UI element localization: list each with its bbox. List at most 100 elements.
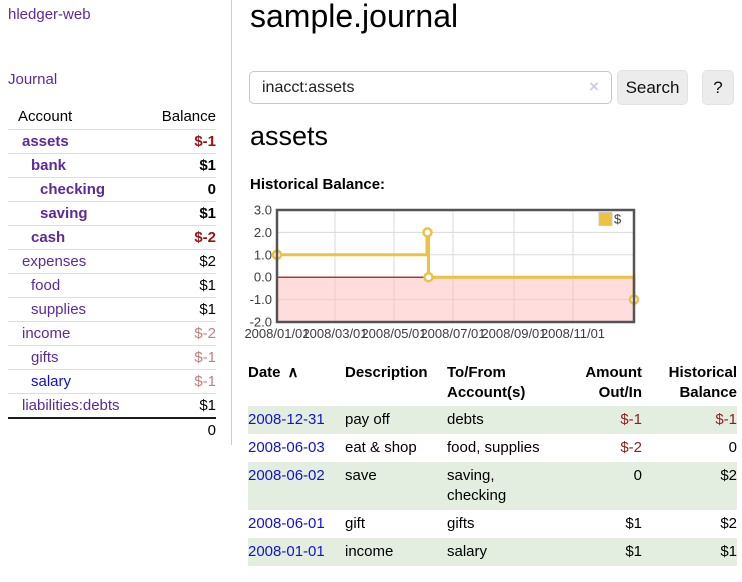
account-link-salary[interactable]: salary: [8, 369, 136, 394]
account-link-expenses[interactable]: expenses: [8, 249, 136, 274]
account-row-supplies: supplies $1: [8, 297, 216, 322]
account-balance: $-2: [136, 321, 216, 346]
account-page-title: assets: [250, 121, 329, 151]
account-link-checking[interactable]: checking: [8, 177, 136, 202]
search-input[interactable]: [249, 71, 612, 104]
svg-text:2008/03/01: 2008/03/01: [302, 326, 367, 341]
account-balance: $1: [136, 393, 216, 418]
accounts-total-row: 0: [8, 417, 216, 442]
transaction-accounts: food, supplies: [447, 439, 540, 456]
account-balance: $-1: [136, 129, 216, 154]
account-row-salary: salary $-1: [8, 369, 216, 394]
chart-legend-swatch: [598, 212, 613, 226]
account-link-cash[interactable]: cash: [8, 225, 136, 250]
svg-text:2008/07/01: 2008/07/01: [420, 326, 485, 341]
register-header-amount: Amount Out/In: [585, 364, 642, 401]
transaction-amount: $-1: [620, 411, 642, 428]
transaction-accounts: gifts: [447, 515, 475, 532]
svg-text:2.0: 2.0: [254, 225, 272, 240]
transaction-description: gift: [345, 515, 366, 532]
transaction-amount: $1: [625, 515, 642, 532]
account-link-liabilities-debts[interactable]: liabilities:debts: [8, 393, 136, 418]
svg-text:-1.0: -1.0: [250, 292, 272, 307]
account-link-income[interactable]: income: [8, 321, 136, 346]
transaction-description: eat & shop: [345, 439, 417, 456]
account-link-supplies[interactable]: supplies: [8, 297, 136, 322]
account-balance: $1: [136, 201, 216, 226]
register-header-row: Date ∧ Description To/From Account(s) Amo…: [248, 360, 737, 406]
transaction-amount: $1: [625, 543, 642, 560]
svg-text:2008/05/01: 2008/05/01: [361, 326, 426, 341]
account-link-bank[interactable]: bank: [8, 153, 136, 178]
transaction-date-link[interactable]: 2008-06-03: [248, 439, 325, 456]
account-link-assets[interactable]: assets: [8, 129, 136, 154]
account-row-food: food $1: [8, 273, 216, 298]
account-row-saving: saving $1: [8, 201, 216, 226]
account-balance: $-1: [136, 369, 216, 394]
chart-y-axis-labels: 3.0 2.0 1.0 0.0 -1.0 -2.0: [250, 203, 272, 330]
svg-text:0.0: 0.0: [254, 270, 272, 285]
accounts-total-balance: 0: [136, 417, 216, 442]
transaction-balance: $2: [720, 467, 737, 484]
transaction-description: save: [345, 467, 377, 484]
account-balance: $1: [136, 273, 216, 298]
accounts-header-account: Account: [18, 108, 73, 125]
sort-ascending-icon: ∧: [287, 364, 299, 381]
app-brand-link[interactable]: hledger-web: [8, 6, 91, 23]
register-row: 2008-06-03 eat & shop food, supplies $-2…: [248, 434, 737, 462]
register-row: 2008-01-01 income salary $1 $1: [248, 538, 737, 566]
transaction-date-link[interactable]: 2008-06-02: [248, 467, 325, 484]
register-row: 2008-06-01 gift gifts $1 $2: [248, 510, 737, 538]
account-row-assets: assets $-1: [8, 129, 216, 154]
svg-text:1.0: 1.0: [254, 247, 272, 262]
register-row: 2008-06-02 save saving, checking 0 $2: [248, 462, 737, 510]
transaction-date-link[interactable]: 2008-01-01: [248, 543, 325, 560]
account-row-cash: cash $-2: [8, 225, 216, 250]
transaction-amount: $-2: [620, 439, 642, 456]
account-link-food[interactable]: food: [8, 273, 136, 298]
svg-text:2008/09/01: 2008/09/01: [481, 326, 546, 341]
page-title: sample.journal: [250, 0, 459, 34]
account-row-income: income $-2: [8, 321, 216, 346]
transaction-balance: $1: [720, 543, 737, 560]
historical-balance-chart: $ 3.0 2.0 1.0 0.0 -1.0 -2.0 2008/01/01 2…: [244, 203, 640, 341]
transaction-accounts: debts: [447, 411, 484, 428]
svg-text:2008/11/01: 2008/11/01: [541, 326, 605, 341]
transaction-date-link[interactable]: 2008-06-01: [248, 515, 325, 532]
help-button[interactable]: ?: [702, 70, 734, 105]
register-row: 2008-12-31 pay off debts $-1 $-1: [248, 406, 737, 434]
register-header-accounts: To/From Account(s): [447, 364, 526, 401]
chart-border: [275, 208, 636, 324]
transaction-description: income: [345, 543, 394, 560]
transaction-balance: $2: [720, 515, 737, 532]
accounts-header-row: Account Balance: [8, 104, 216, 130]
account-balance: $-2: [136, 225, 216, 250]
transaction-accounts: saving, checking: [447, 467, 507, 504]
account-row-bank: bank $1: [8, 153, 216, 178]
clear-search-icon[interactable]: ×: [589, 77, 599, 96]
account-balance: $1: [136, 297, 216, 322]
register-header-balance: Historical Balance: [668, 364, 737, 401]
transaction-balance: 0: [728, 439, 737, 456]
register-header-date[interactable]: Date ∧: [248, 364, 299, 381]
account-link-gifts[interactable]: gifts: [8, 345, 136, 370]
chart-legend-label: $: [614, 212, 622, 227]
transaction-date-link[interactable]: 2008-12-31: [248, 411, 325, 428]
svg-text:-2.0: -2.0: [250, 315, 272, 330]
register-table: Date ∧ Description To/From Account(s) Amo…: [248, 360, 737, 566]
transaction-balance: $-1: [715, 411, 737, 428]
chart-negative-region: [277, 277, 634, 322]
search-button[interactable]: Search: [617, 70, 688, 105]
account-link-saving[interactable]: saving: [8, 201, 136, 226]
account-balance: $1: [136, 153, 216, 178]
transaction-amount: 0: [633, 467, 642, 484]
accounts-tree-table: Account Balance assets $-1 bank $1 check…: [8, 104, 216, 442]
transaction-description: pay off: [345, 411, 390, 428]
register-header-description: Description: [345, 364, 428, 381]
account-row-checking: checking 0: [8, 177, 216, 202]
sidebar: hledger-web Journal Account Balance asse…: [0, 0, 232, 445]
account-row-liabilities-debts: liabilities:debts $1: [8, 393, 216, 418]
account-balance: $2: [136, 249, 216, 274]
account-balance: 0: [136, 177, 216, 202]
sidebar-item-journal[interactable]: Journal: [8, 71, 58, 88]
